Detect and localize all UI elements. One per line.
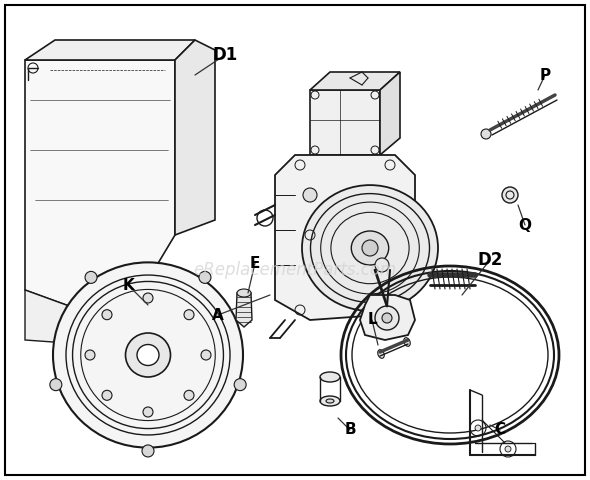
Text: C: C xyxy=(494,422,506,437)
Circle shape xyxy=(475,425,481,431)
Polygon shape xyxy=(310,90,380,155)
Circle shape xyxy=(375,258,389,272)
Circle shape xyxy=(382,313,392,323)
Ellipse shape xyxy=(302,185,438,311)
Circle shape xyxy=(502,187,518,203)
Circle shape xyxy=(143,407,153,417)
Circle shape xyxy=(142,445,154,457)
Text: B: B xyxy=(344,422,356,437)
Circle shape xyxy=(184,310,194,320)
Polygon shape xyxy=(25,60,175,310)
Circle shape xyxy=(143,293,153,303)
Text: A: A xyxy=(212,308,224,323)
Polygon shape xyxy=(175,40,215,235)
Polygon shape xyxy=(360,295,415,340)
Text: K: K xyxy=(122,277,134,292)
Circle shape xyxy=(199,271,211,283)
Circle shape xyxy=(201,350,211,360)
Polygon shape xyxy=(275,155,415,320)
Polygon shape xyxy=(380,72,400,155)
Text: Q: Q xyxy=(519,217,532,232)
Ellipse shape xyxy=(320,396,340,406)
Circle shape xyxy=(303,188,317,202)
Text: D2: D2 xyxy=(477,251,503,269)
Circle shape xyxy=(102,310,112,320)
Ellipse shape xyxy=(137,345,159,365)
Circle shape xyxy=(85,271,97,283)
Text: eReplacementParts.com: eReplacementParts.com xyxy=(194,261,396,279)
Circle shape xyxy=(102,390,112,400)
Ellipse shape xyxy=(53,263,243,448)
Ellipse shape xyxy=(320,372,340,382)
Circle shape xyxy=(362,240,378,256)
Polygon shape xyxy=(25,40,195,60)
Circle shape xyxy=(85,350,95,360)
Polygon shape xyxy=(236,293,252,327)
Ellipse shape xyxy=(351,231,389,265)
Circle shape xyxy=(505,446,511,452)
Ellipse shape xyxy=(237,289,251,297)
Text: D1: D1 xyxy=(212,46,238,64)
Text: E: E xyxy=(250,255,260,271)
Ellipse shape xyxy=(326,399,334,403)
Text: P: P xyxy=(539,68,550,83)
Circle shape xyxy=(234,379,246,391)
Circle shape xyxy=(184,390,194,400)
Ellipse shape xyxy=(378,350,384,358)
Ellipse shape xyxy=(126,333,171,377)
Ellipse shape xyxy=(404,338,410,346)
Circle shape xyxy=(481,129,491,139)
Circle shape xyxy=(50,379,62,391)
Circle shape xyxy=(375,306,399,330)
Text: L: L xyxy=(367,312,377,327)
Polygon shape xyxy=(25,290,95,345)
Polygon shape xyxy=(310,72,400,90)
